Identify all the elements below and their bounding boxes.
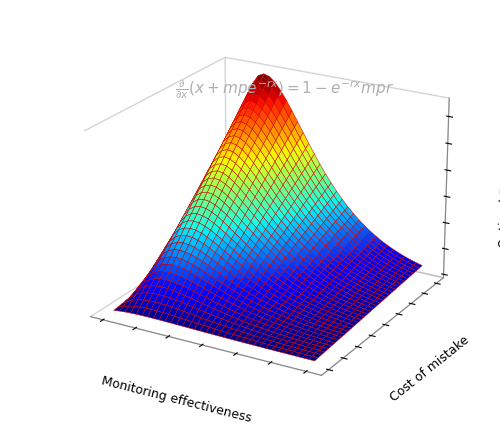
X-axis label: Monitoring effectiveness: Monitoring effectiveness <box>100 374 252 425</box>
Text: $\frac{\partial}{\partial x}(x + mpe^{-rx}) = 1 - e^{-rx}mpr$: $\frac{\partial}{\partial x}(x + mpe^{-r… <box>175 79 394 102</box>
Y-axis label: Cost of mistake: Cost of mistake <box>388 334 471 405</box>
